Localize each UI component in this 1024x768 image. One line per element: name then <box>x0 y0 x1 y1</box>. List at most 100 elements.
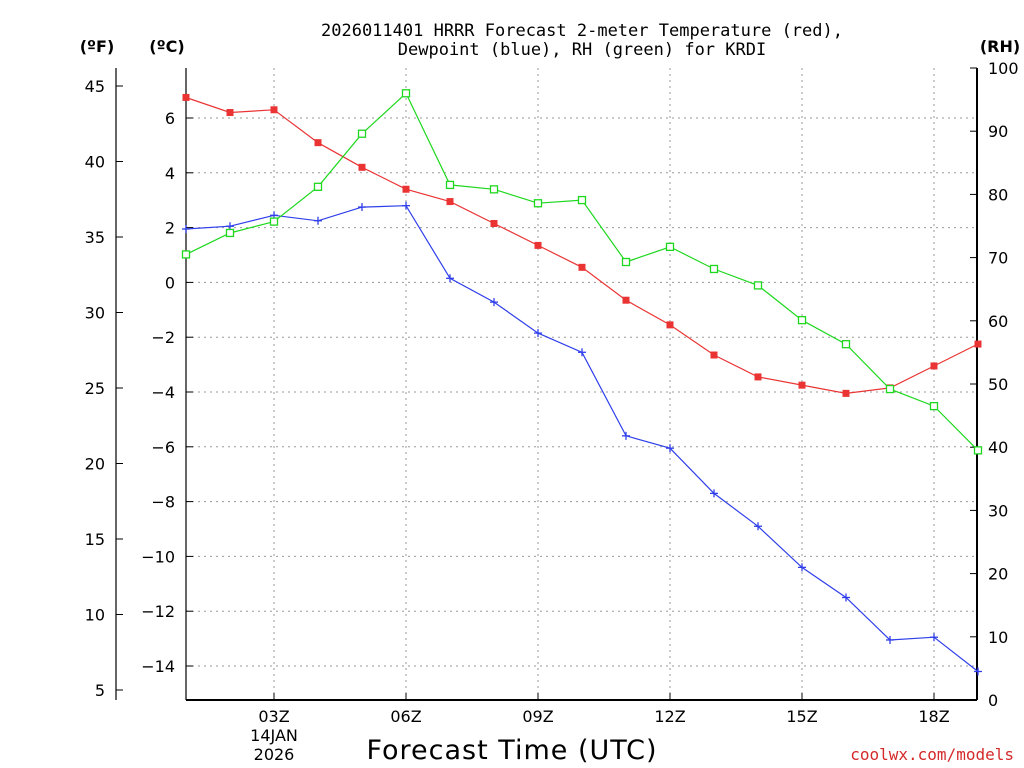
temperature-point <box>314 139 322 147</box>
fahrenheit-tick-label: 10 <box>85 606 105 625</box>
temperature-point <box>710 351 718 359</box>
x-date-label: 14JAN <box>250 726 298 745</box>
celsius-tick-label: −6 <box>151 438 175 457</box>
rh-tick-label: 60 <box>988 312 1008 331</box>
dewpoint-point <box>534 329 542 338</box>
celsius-tick-label: 4 <box>165 164 175 183</box>
rh-point <box>181 250 191 259</box>
temperature-point <box>974 340 982 348</box>
fahrenheit-tick-label: 30 <box>85 304 105 323</box>
rh-tick-label: 100 <box>988 59 1019 78</box>
fahrenheit-unit-label: (ºF) <box>80 37 115 56</box>
celsius-tick-label: 0 <box>165 273 175 292</box>
temperature-point <box>270 106 278 114</box>
dewpoint-point <box>754 522 762 531</box>
fahrenheit-tick-label: 20 <box>85 455 105 474</box>
series-rh <box>181 89 983 455</box>
celsius-tick-label: −12 <box>141 602 175 621</box>
rh-tick-label: 50 <box>988 375 1008 394</box>
celsius-tick-label: −10 <box>141 547 175 566</box>
rh-point <box>577 195 587 205</box>
rh-point <box>313 182 323 191</box>
rh-point <box>797 316 807 325</box>
fahrenheit-tick-label: 40 <box>85 153 105 172</box>
rh-point <box>489 185 499 194</box>
temperature-point <box>534 241 542 249</box>
celsius-unit-label: (ºC) <box>149 37 184 56</box>
rh-point <box>445 180 455 190</box>
temperature-point <box>842 389 850 397</box>
temperature-point <box>930 362 938 370</box>
credit-text: coolwx.com/models <box>850 745 1014 764</box>
grid-lines <box>186 68 977 700</box>
dewpoint-point <box>842 593 850 602</box>
celsius-tick-label: −8 <box>151 493 175 512</box>
x-axis-label: Forecast Time (UTC) <box>366 735 657 766</box>
celsius-tick-label: 2 <box>165 219 175 238</box>
dewpoint-point <box>578 348 586 357</box>
rh-tick-label: 0 <box>988 691 998 710</box>
rh-tick-label: 90 <box>988 122 1008 141</box>
rh-point <box>357 129 367 138</box>
chart-title-line2: Dewpoint (blue), RH (green) for KRDI <box>398 40 766 60</box>
dewpoint-point <box>930 633 938 642</box>
dewpoint-line <box>185 205 979 672</box>
dewpoint-point <box>446 274 454 283</box>
rh-point <box>885 384 895 394</box>
rh-point <box>753 281 763 290</box>
temperature-point <box>622 296 630 304</box>
dewpoint-point <box>182 224 190 233</box>
temperature-point <box>578 263 586 271</box>
temperature-point <box>226 109 234 117</box>
celsius-tick-label: −4 <box>151 383 175 402</box>
celsius-tick-label: −2 <box>151 328 175 347</box>
temperature-point <box>798 381 806 389</box>
dewpoint-point <box>402 201 410 210</box>
rh-unit-label: (RH) <box>980 37 1020 56</box>
rh-point <box>269 217 279 226</box>
rh-point <box>401 89 411 98</box>
celsius-tick-label: −14 <box>141 657 175 676</box>
fahrenheit-tick-label: 45 <box>85 77 105 96</box>
temperature-point <box>402 185 410 193</box>
dewpoint-point <box>798 563 806 572</box>
rh-point <box>709 264 719 274</box>
rh-point <box>973 446 983 455</box>
x-tick-label: 09Z <box>522 707 553 726</box>
x-year-label: 2026 <box>254 745 295 764</box>
x-tick-label: 06Z <box>390 707 421 726</box>
fahrenheit-tick-label: 5 <box>95 681 105 700</box>
dewpoint-point <box>974 667 982 676</box>
rh-tick-label: 10 <box>988 628 1008 647</box>
temperature-point <box>182 93 190 101</box>
temperature-point <box>446 198 454 206</box>
dewpoint-point <box>358 203 366 212</box>
dewpoint-point <box>710 489 718 498</box>
dewpoint-point <box>490 298 498 307</box>
fahrenheit-tick-label: 35 <box>85 228 105 247</box>
x-tick-label: 15Z <box>786 707 817 726</box>
x-tick-label: 03Z <box>258 707 289 726</box>
rh-point <box>929 401 939 411</box>
fahrenheit-tick-label: 25 <box>85 379 105 398</box>
temperature-point <box>666 321 674 329</box>
rh-tick-label: 70 <box>988 249 1008 268</box>
data-series <box>181 89 983 676</box>
dewpoint-point <box>886 635 894 644</box>
rh-tick-label: 30 <box>988 501 1008 520</box>
dewpoint-point <box>314 216 322 225</box>
rh-tick-label: 80 <box>988 185 1008 204</box>
x-tick-label: 12Z <box>654 707 685 726</box>
rh-point <box>533 199 543 208</box>
temperature-point <box>754 373 762 381</box>
rh-tick-label: 20 <box>988 565 1008 584</box>
rh-point <box>665 242 675 252</box>
dewpoint-point <box>666 444 674 453</box>
celsius-tick-label: 6 <box>165 109 175 128</box>
series-dewpoint <box>182 201 982 676</box>
fahrenheit-tick-label: 15 <box>85 530 105 549</box>
rh-line <box>185 92 979 451</box>
rh-point <box>841 340 851 349</box>
temperature-point <box>358 163 366 171</box>
